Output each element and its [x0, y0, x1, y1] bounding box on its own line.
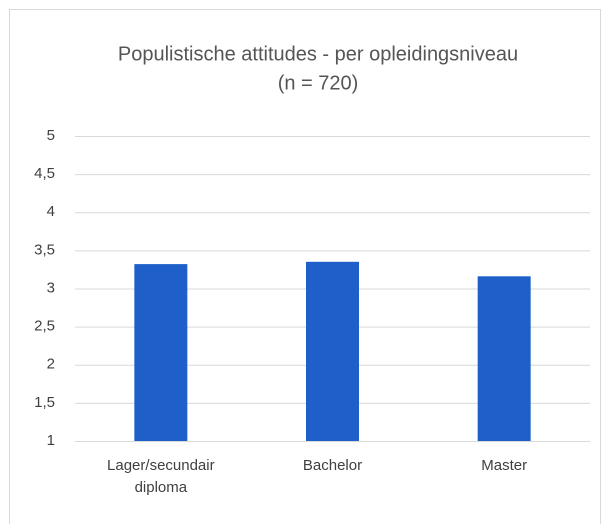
- bar: [134, 264, 188, 441]
- x-tick-label: Bachelor: [302, 457, 363, 474]
- chart-subtitle: (n = 720): [278, 72, 359, 94]
- x-tick-label-box: Bachelor: [302, 457, 363, 474]
- x-tick-label-box: Lager/secundair diploma: [107, 457, 215, 496]
- y-tick-label: 1: [47, 432, 55, 449]
- x-tick-label: Lager/secundair diploma: [107, 457, 215, 496]
- y-tick-label: 2: [47, 356, 55, 373]
- y-tick-label: 3,5: [34, 241, 55, 258]
- x-tick-label: Master: [481, 457, 528, 474]
- chart-title: Populistische attitudes - per opleidings…: [118, 43, 518, 65]
- y-tick-label: 4,5: [34, 165, 55, 182]
- y-tick-label: 4: [47, 203, 55, 220]
- y-tick-label: 3: [47, 279, 55, 296]
- y-tick-label: 5: [47, 127, 55, 144]
- y-tick-label: 1,5: [34, 394, 55, 411]
- y-tick-label: 2,5: [34, 318, 55, 335]
- bar: [477, 276, 531, 441]
- x-tick-label-box: Master: [481, 457, 528, 474]
- bar: [306, 261, 359, 441]
